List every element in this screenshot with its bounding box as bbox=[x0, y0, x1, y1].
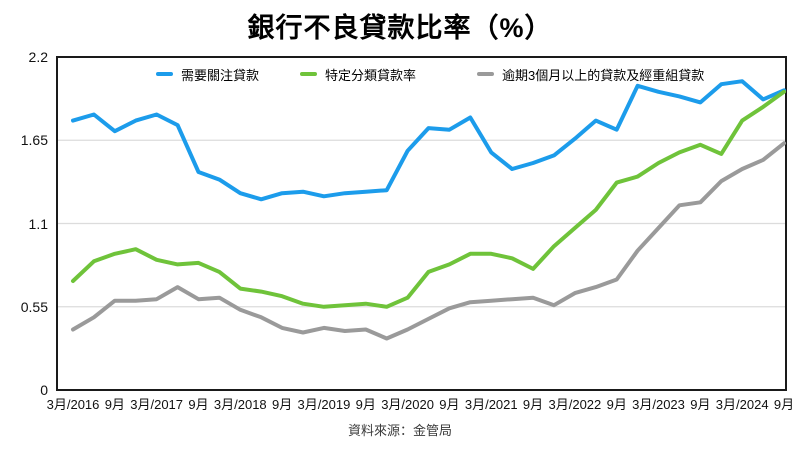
x-tick-label: 3月/2018 bbox=[213, 397, 267, 412]
x-tick-label: 9月 bbox=[104, 397, 125, 412]
y-tick-label: 1.65 bbox=[20, 132, 48, 149]
legend-swatch-gray-icon bbox=[477, 72, 494, 76]
x-tick-label: 9月 bbox=[773, 397, 795, 412]
y-tick-label: 1.1 bbox=[28, 215, 48, 232]
x-tick-label: 3月/2024 bbox=[715, 397, 769, 412]
legend-swatch-green-icon bbox=[300, 72, 317, 76]
x-tick-label: 9月 bbox=[606, 397, 627, 412]
x-tick-label: 3月/2021 bbox=[464, 397, 518, 412]
x-tick-label: 9月 bbox=[522, 397, 544, 412]
legend-item-overdue-rescheduled-loans: 逾期3個月以上的貸款及經重組貸款 bbox=[477, 66, 705, 83]
x-tick-label: 9月 bbox=[690, 397, 711, 412]
legend-swatch-blue-icon bbox=[156, 72, 173, 76]
legend-label: 需要關注貸款 bbox=[181, 67, 260, 83]
series-line-1 bbox=[71, 89, 786, 309]
source-note: 資料來源：金管局 bbox=[347, 423, 452, 438]
legend-item-classified-loan-ratio: 特定分類貸款率 bbox=[300, 66, 417, 83]
y-tick-label: 0 bbox=[40, 382, 48, 398]
plot-border bbox=[56, 56, 787, 391]
legend-item-special-mention-loans: 需要關注貸款 bbox=[156, 66, 260, 83]
series-line-0 bbox=[71, 79, 786, 202]
x-tick-label: 9月 bbox=[271, 397, 293, 412]
x-tick-label: 3月/2023 bbox=[632, 397, 685, 412]
x-tick-label: 9月 bbox=[188, 397, 209, 412]
y-tick-label: 0.55 bbox=[20, 298, 48, 315]
x-axis: 3月/2016 9月 3月/2017 9月 3月/2018 9月 3月/2019 9月 3月/2… bbox=[0, 394, 800, 412]
x-tick-label: 9月 bbox=[439, 397, 460, 412]
x-tick-label: 3月/2020 bbox=[381, 397, 434, 412]
x-tick-label: 9月 bbox=[355, 397, 376, 412]
legend-label: 逾期3個月以上的貸款及經重組貸款 bbox=[502, 67, 705, 83]
y-tick-label: 2.2 bbox=[28, 49, 48, 65]
x-tick-label: 3月/2017 bbox=[130, 397, 184, 412]
x-tick-label: 3月/2019 bbox=[297, 397, 351, 412]
legend-label: 特定分類貸款率 bbox=[325, 67, 417, 83]
series-line-2 bbox=[71, 141, 786, 341]
x-tick-label: 3月/2016 bbox=[46, 397, 100, 412]
legend: 需要關注貸款 特定分類貸款率 逾期3個月以上的貸款及經重組貸款 bbox=[0, 66, 800, 83]
x-tick-label: 3月/2022 bbox=[548, 397, 602, 412]
chart-title: 銀行不良貸款比率（%） bbox=[247, 13, 553, 43]
